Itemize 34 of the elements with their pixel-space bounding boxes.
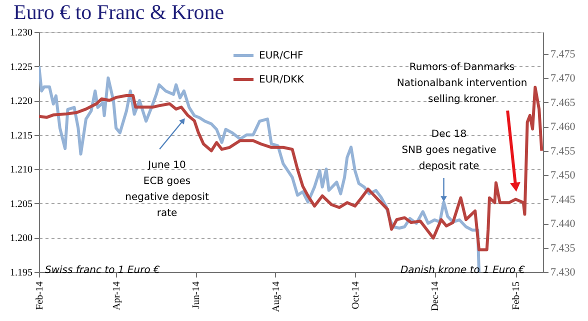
y2-tick-label: 7.430 <box>550 266 576 278</box>
legend-label: EUR/DKK <box>259 74 304 86</box>
y2-tick-label: 7.460 <box>550 121 576 134</box>
y2-tick-label: 7.455 <box>550 145 576 158</box>
x-tick-label: Feb-15 <box>511 282 522 310</box>
y2-tick-label: 7.435 <box>550 242 576 254</box>
annotation: June 10 ECB goes negative deposit rate <box>125 160 209 219</box>
annotation: Rumors of Danmarks Nationalbank intervention selling kroner <box>396 62 528 105</box>
y2-tick-label: 7.465 <box>550 96 576 109</box>
x-tick-label: Aug-14 <box>270 282 282 312</box>
y2-tick-label: 7.475 <box>550 48 576 60</box>
y-tick-label: 1.230 <box>10 28 32 38</box>
annotation: Swiss franc to 1 Euro € <box>45 265 160 276</box>
y-tick-label: 1.200 <box>10 233 32 244</box>
y-tick-label: 1.205 <box>10 198 32 210</box>
line-series <box>39 86 543 252</box>
legend-label: EUR/CHF <box>259 50 304 62</box>
annotation: Dec 18 SNB goes negative deposit rate <box>402 129 496 172</box>
x-tick-label: Feb-14 <box>34 282 46 310</box>
y-tick-label: 1.220 <box>10 96 32 108</box>
chart-title: Euro € to Franc & Krone <box>14 0 224 24</box>
y2-tick-label: 7.470 <box>550 72 576 85</box>
x-tick-label: Apr-14 <box>112 282 123 310</box>
y2-tick-label: 7.445 <box>550 194 576 206</box>
x-tick-label: Oct-14 <box>350 282 362 310</box>
annotation: Danish krone to 1 Euro € <box>400 265 526 276</box>
y-tick-label: 1.210 <box>10 164 32 176</box>
y-tick-label: 1.195 <box>10 268 32 278</box>
y2-tick-label: 7.440 <box>550 218 576 230</box>
x-tick-label: Jun-14 <box>191 282 202 309</box>
y2-tick-label: 7.450 <box>550 170 576 182</box>
y-tick-label: 1.225 <box>10 62 32 73</box>
x-tick-label: Dec-14 <box>430 282 442 311</box>
y-tick-label: 1.215 <box>10 130 32 142</box>
